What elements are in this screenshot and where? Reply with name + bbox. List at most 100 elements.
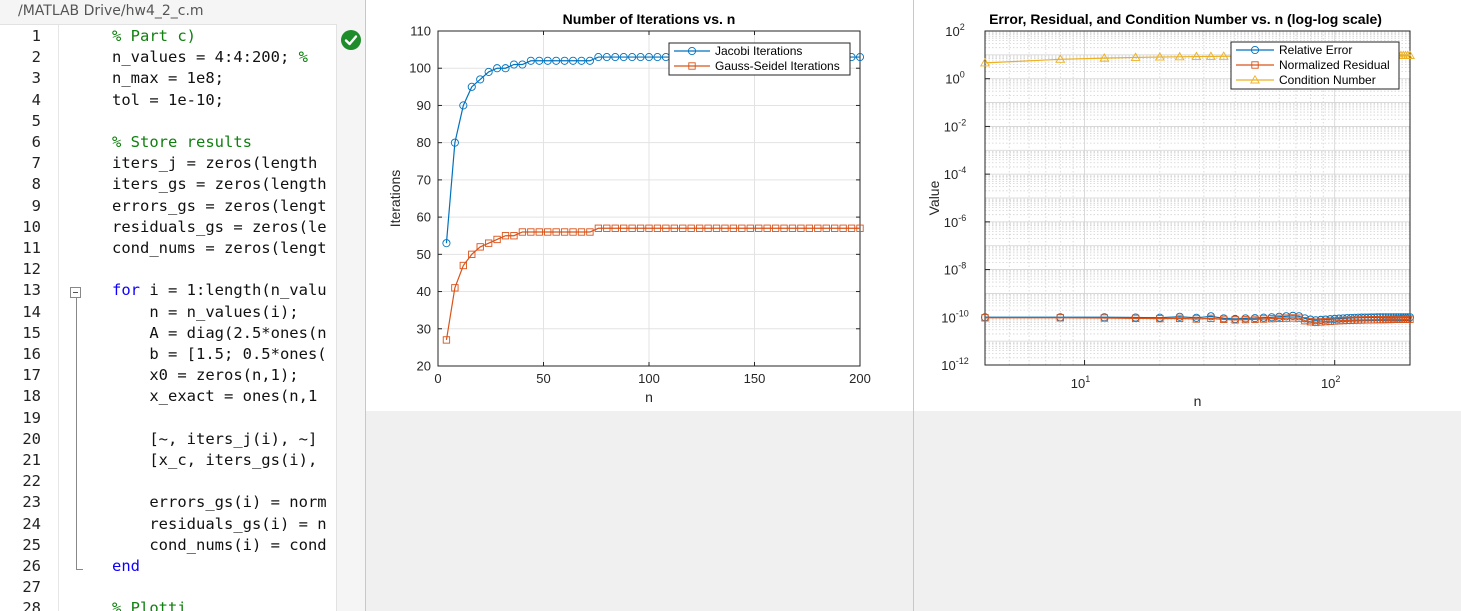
data-point <box>628 53 637 62</box>
data-point <box>797 224 805 232</box>
x-tick-label: 150 <box>744 371 766 386</box>
code-text: tol = 1e-10; <box>112 90 224 109</box>
code-text: n = n_values(i); <box>112 302 299 321</box>
data-point <box>603 224 611 232</box>
tick-base: 10 <box>1071 376 1085 391</box>
data-point <box>679 224 687 232</box>
data-point <box>1191 51 1202 60</box>
y-tick-label: 100 <box>945 70 964 87</box>
y-tick-label: 90 <box>417 98 431 113</box>
data-point <box>1295 314 1303 322</box>
data-point <box>611 53 620 62</box>
line-number: 7 <box>31 154 41 173</box>
data-point <box>442 239 451 248</box>
code-text: residuals_gs(i) = n <box>112 514 327 533</box>
tick-exponent: 0 <box>960 70 965 80</box>
code-text: x0 = zeros(n,1); <box>112 366 299 385</box>
data-point <box>594 224 603 232</box>
data-point <box>484 67 493 76</box>
tick-base: 10 <box>944 119 958 134</box>
code-area[interactable]: 1 2 3 4 5 6 7 8 9 10 11 12 13 14 15 16 17 18 19 20 21 22 23 24 2… <box>0 24 336 611</box>
x-axis-label: n <box>645 389 653 405</box>
legend-box <box>668 42 851 76</box>
data-point <box>1406 315 1414 323</box>
tick-exponent: 1 <box>1085 374 1090 384</box>
code-line: x_exact = ones(n,1 <box>112 386 317 407</box>
line-number: 19 <box>22 408 41 427</box>
tick-exponent: -12 <box>956 356 969 366</box>
line-number: 6 <box>31 133 41 151</box>
data-point <box>1231 316 1239 324</box>
code-line: tol = 1e-10; <box>112 90 224 111</box>
data-point <box>771 224 780 232</box>
data-point <box>746 224 754 232</box>
data-point <box>687 46 697 56</box>
code-line: A = diag(2.5*ones(n <box>112 323 326 344</box>
code-fold-toggle[interactable] <box>70 287 81 298</box>
tick-base: 10 <box>944 167 958 182</box>
data-point <box>468 250 476 258</box>
data-point <box>1205 51 1216 60</box>
data-point <box>518 60 527 69</box>
code-line: b = [1.5; 0.5*ones( <box>112 344 326 365</box>
code-text: iters_gs = zeros(length <box>112 175 327 194</box>
data-point <box>459 261 467 270</box>
code-line: residuals_gs(i) = n <box>112 514 327 535</box>
tick-exponent: -10 <box>956 308 969 318</box>
tick-base: 10 <box>945 72 959 87</box>
y-axis-label: Value <box>926 180 942 215</box>
data-point <box>729 224 738 232</box>
editor-scrollbar[interactable] <box>336 24 365 611</box>
tick-exponent: -4 <box>958 165 966 175</box>
y-tick-label: 50 <box>417 247 431 262</box>
data-point <box>476 243 484 251</box>
y-tick-label: 30 <box>417 321 431 336</box>
data-point <box>1056 314 1064 322</box>
data-point <box>594 53 603 62</box>
code-text: cond_nums = zeros(lengt <box>112 239 327 257</box>
line-number: 28 <box>22 599 41 611</box>
code-comment: % Part c) <box>112 27 196 45</box>
data-point <box>1317 318 1325 326</box>
data-point <box>636 224 645 232</box>
data-point <box>518 228 527 236</box>
line-number: 13 <box>22 281 41 300</box>
iterations-chart[interactable]: 0 50 100 150 200 20 30 40 50 60 70 80 90 100 110 Number… <box>366 0 914 411</box>
data-point <box>805 224 814 232</box>
data-point <box>822 224 830 232</box>
y-tick-label: 102 <box>945 22 964 39</box>
line-number: 17 <box>22 366 41 385</box>
code-line: iters_j = zeros(length <box>112 153 317 174</box>
y-axis-label: Iterations <box>387 170 403 228</box>
data-point <box>1192 315 1201 323</box>
data-point <box>467 82 476 91</box>
code-text: errors_gs(i) = norm <box>112 493 327 512</box>
x-tick-label: 50 <box>536 371 550 386</box>
data-point <box>1250 74 1260 84</box>
data-point <box>847 224 856 232</box>
data-point <box>451 284 459 292</box>
legend-label: Relative Error <box>1279 43 1352 57</box>
x-tick-label: 102 <box>1321 374 1340 391</box>
series-line <box>445 227 860 341</box>
figure-loglog: 101 102 10-12 10-10 10-8 10-6 10-4 10-2 100 102 Er… <box>913 0 1461 611</box>
data-point <box>721 224 729 232</box>
code-text: errors_gs = zeros(lengt <box>112 196 327 215</box>
y-tick-label: 20 <box>417 359 431 374</box>
tick-base: 10 <box>944 215 958 230</box>
data-point <box>856 224 864 232</box>
check-icon[interactable] <box>341 30 361 50</box>
code-line: errors_gs = zeros(lengt <box>112 196 327 217</box>
tick-exponent: -8 <box>958 261 966 271</box>
y-tick-label: 10-8 <box>944 261 966 278</box>
x-tick-label: 100 <box>638 371 660 386</box>
data-point <box>1312 318 1320 326</box>
data-point <box>1250 45 1260 55</box>
code-line: x0 = zeros(n,1); <box>112 365 299 386</box>
data-point <box>1154 51 1165 61</box>
legend-label: Jacobi Iterations <box>715 44 802 58</box>
data-point <box>544 228 552 236</box>
code-comment: % Store results <box>112 133 252 151</box>
x-tick-label: 200 <box>849 371 871 386</box>
